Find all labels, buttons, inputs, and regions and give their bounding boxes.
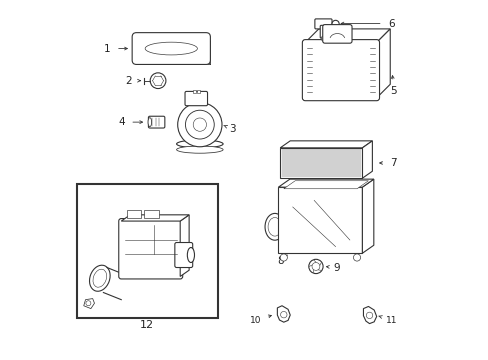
Ellipse shape — [267, 217, 281, 236]
Text: 7: 7 — [390, 158, 396, 168]
Ellipse shape — [93, 269, 106, 287]
Circle shape — [308, 259, 323, 274]
Circle shape — [280, 311, 286, 318]
Polygon shape — [83, 298, 94, 309]
Polygon shape — [277, 306, 290, 322]
FancyBboxPatch shape — [119, 219, 183, 279]
Circle shape — [311, 262, 319, 270]
FancyBboxPatch shape — [322, 24, 351, 43]
Bar — [77, 184, 217, 318]
Polygon shape — [376, 29, 389, 98]
Ellipse shape — [264, 213, 284, 240]
Text: 2: 2 — [125, 76, 131, 86]
Bar — [144, 210, 159, 217]
FancyBboxPatch shape — [184, 91, 207, 106]
Bar — [192, 90, 195, 93]
Bar — [278, 187, 362, 253]
Ellipse shape — [89, 265, 110, 291]
Text: 6: 6 — [387, 18, 394, 28]
Polygon shape — [283, 181, 367, 189]
Text: 10: 10 — [250, 315, 261, 324]
Circle shape — [353, 254, 360, 261]
FancyBboxPatch shape — [320, 25, 327, 38]
FancyBboxPatch shape — [148, 116, 164, 128]
Text: 3: 3 — [228, 124, 235, 134]
FancyBboxPatch shape — [175, 243, 192, 267]
Text: 1: 1 — [103, 44, 110, 54]
Text: 11: 11 — [385, 315, 397, 324]
Text: 8: 8 — [276, 256, 283, 266]
Circle shape — [150, 73, 165, 89]
Text: 5: 5 — [390, 86, 396, 96]
Text: 9: 9 — [333, 262, 339, 273]
Text: 12: 12 — [140, 320, 154, 330]
Polygon shape — [363, 306, 376, 324]
Circle shape — [185, 110, 214, 139]
Polygon shape — [305, 29, 389, 42]
Ellipse shape — [148, 118, 151, 127]
Text: 4: 4 — [118, 117, 124, 127]
Circle shape — [321, 36, 326, 41]
FancyBboxPatch shape — [132, 33, 210, 64]
Circle shape — [366, 312, 372, 319]
FancyBboxPatch shape — [302, 40, 379, 101]
Ellipse shape — [187, 248, 194, 262]
Circle shape — [86, 301, 91, 306]
Polygon shape — [121, 215, 189, 221]
Circle shape — [331, 20, 339, 27]
Polygon shape — [278, 179, 373, 187]
Ellipse shape — [145, 42, 197, 55]
Polygon shape — [180, 215, 189, 276]
Polygon shape — [362, 179, 373, 253]
Bar — [197, 90, 200, 93]
Polygon shape — [280, 141, 372, 148]
Bar — [126, 210, 141, 217]
Circle shape — [280, 254, 287, 261]
Circle shape — [193, 118, 206, 131]
Ellipse shape — [176, 146, 223, 153]
FancyBboxPatch shape — [314, 19, 331, 29]
Circle shape — [177, 103, 222, 147]
Bar — [280, 148, 362, 178]
Polygon shape — [362, 141, 372, 178]
Ellipse shape — [176, 140, 223, 148]
